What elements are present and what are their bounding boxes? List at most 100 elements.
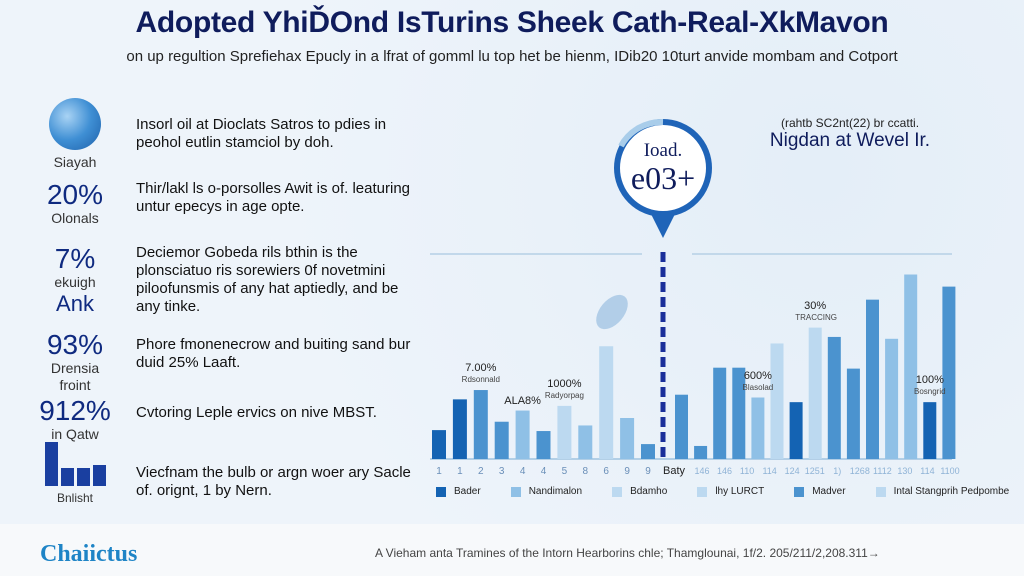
legend-swatch — [875, 486, 886, 497]
bar-right-1 — [675, 394, 688, 459]
stat-value: 912% — [39, 395, 111, 426]
stat-bars: Bnlisht — [20, 442, 130, 507]
x-tick-label: 1100 — [940, 466, 960, 476]
stat-label: ekuigh — [54, 274, 96, 290]
stat-label: Olonals — [51, 210, 99, 226]
stat-value: 20% — [46, 179, 104, 210]
bar-right-4 — [732, 367, 746, 459]
stat-description: Viecfnam the bulb or argn woer ary Sacle… — [136, 464, 411, 499]
bar-right-3 — [713, 367, 727, 459]
data-label-value: 30% — [804, 299, 827, 312]
bar-right-9 — [827, 336, 841, 459]
x-tick-label: 130 — [897, 466, 913, 476]
stat-value: 93% — [46, 329, 104, 360]
bar-left-1 — [432, 430, 446, 459]
legend-label: Bdamho — [630, 486, 668, 497]
x-tick-label: 4 — [519, 466, 526, 477]
bar-left-7 — [557, 405, 572, 459]
stat-93: 93% Drensia froint — [20, 330, 130, 394]
page-subtitle: on up regultion Sprefiehax Epucly in a l… — [126, 48, 898, 65]
bar-left-8 — [578, 425, 593, 459]
data-label-caption: Blasolad — [742, 382, 774, 392]
x-tick-label: 8 — [582, 466, 589, 477]
data-label-caption: Rdsonnald — [461, 375, 500, 385]
stat-20: 20% Olonals — [20, 180, 130, 227]
data-label-value: 100% — [915, 374, 944, 387]
globe-icon — [49, 98, 101, 150]
right-heading: Nigdan at Wevel Ir. — [769, 130, 931, 151]
right-caption: (rahtb SC2nt(22) br ccatti. — [780, 116, 920, 130]
x-tick-label: 3 — [498, 466, 505, 477]
stat-7: 7% ekuigh Ank — [20, 244, 130, 317]
pale-bell-icon — [596, 294, 628, 330]
legend-item: Intal Stangprih Pedpombe — [875, 486, 1010, 497]
x-tick-label: 146 — [717, 466, 733, 476]
legend-label: Bader — [454, 486, 481, 497]
bar-left-5 — [515, 410, 530, 459]
bar-right-14 — [923, 402, 937, 459]
x-tick-label: 6 — [603, 466, 609, 477]
stat-globe: Siayah — [20, 98, 130, 171]
x-tick-label: 124 — [784, 466, 800, 476]
bar-left-3 — [473, 390, 488, 459]
bar-right-13 — [904, 274, 918, 459]
data-label-caption: Bosngrid — [914, 387, 946, 397]
bar-left-6 — [536, 431, 551, 459]
chart-legend: Bader Nandimalon Bdamho lhy LURCT Madver Inta… — [436, 486, 1009, 497]
bar-left-9 — [599, 346, 614, 459]
bar-left-11 — [641, 444, 655, 459]
legend-swatch — [697, 486, 708, 497]
x-tick-label: 1112 — [873, 466, 892, 476]
bar-right-12 — [885, 338, 899, 459]
legend-item: lhy LURCT — [697, 486, 764, 497]
x-tick-label: 2 — [478, 466, 484, 477]
divider-label: Baty — [662, 465, 685, 477]
bar-right-15 — [942, 286, 956, 459]
stat-description: Insorl oil at Dioclats Satros to pdies i… — [136, 116, 387, 151]
data-label-caption: TRACCING — [795, 312, 837, 322]
bar-right-5 — [751, 397, 765, 459]
legend-item: Nandimalon — [510, 486, 582, 497]
stat-label: Bnlisht — [56, 491, 94, 505]
bar-chart — [430, 118, 956, 460]
stat-912: 912% in Qatw — [20, 396, 130, 443]
bar-left-10 — [620, 418, 635, 459]
x-tick-label: 1268 — [849, 466, 870, 476]
brand-logo[interactable]: Chaiictus — [40, 541, 138, 567]
location-pin-icon — [614, 118, 712, 238]
bar-right-8 — [808, 327, 822, 459]
legend-item: Bader — [436, 486, 481, 497]
x-tick-label: 110 — [739, 466, 755, 476]
stat-label: Siayah — [53, 154, 97, 170]
x-tick-label: 9 — [624, 466, 630, 477]
x-tick-label: 4 — [540, 466, 547, 477]
bar-right-6 — [770, 343, 784, 459]
x-tick-label: 146 — [694, 466, 710, 476]
stat-description: Thir/lakl ls o-porsolles Awit is of. lea… — [136, 180, 410, 215]
legend-swatch — [510, 486, 521, 497]
data-label-value: 600% — [743, 369, 772, 382]
stat-label: Drensia — [50, 360, 100, 376]
bar-right-7 — [789, 402, 803, 459]
x-tick-label: 9 — [645, 466, 651, 477]
bar-right-10 — [846, 368, 860, 459]
legend-label: lhy LURCT — [715, 486, 765, 497]
legend-swatch — [436, 486, 446, 497]
legend-item: Bdamho — [612, 486, 667, 497]
stat-description: Cvtoring Leple ervics on nive MBST. — [136, 404, 377, 421]
x-tick-label: 1 — [436, 466, 442, 477]
legend-label: Intal Stangprih Pedpombe — [893, 486, 1010, 497]
x-tick-label: 114 — [920, 466, 935, 476]
legend-swatch — [612, 486, 623, 497]
bar-left-4 — [494, 421, 509, 459]
footer-note: A Vieham anta Tramines of the Intorn Hea… — [375, 546, 880, 560]
data-label-value: ALA8% — [504, 394, 541, 407]
stat-label-2: froint — [59, 377, 91, 393]
x-tick-label: 114 — [762, 466, 777, 476]
legend-item: Madver — [794, 486, 846, 497]
bar-chart-icon — [20, 442, 130, 486]
stat-label-2: Ank — [56, 291, 94, 316]
pin-label: Ioad. — [643, 140, 683, 161]
stat-description: Phore fmonenecrow and buiting sand bur d… — [136, 336, 411, 371]
